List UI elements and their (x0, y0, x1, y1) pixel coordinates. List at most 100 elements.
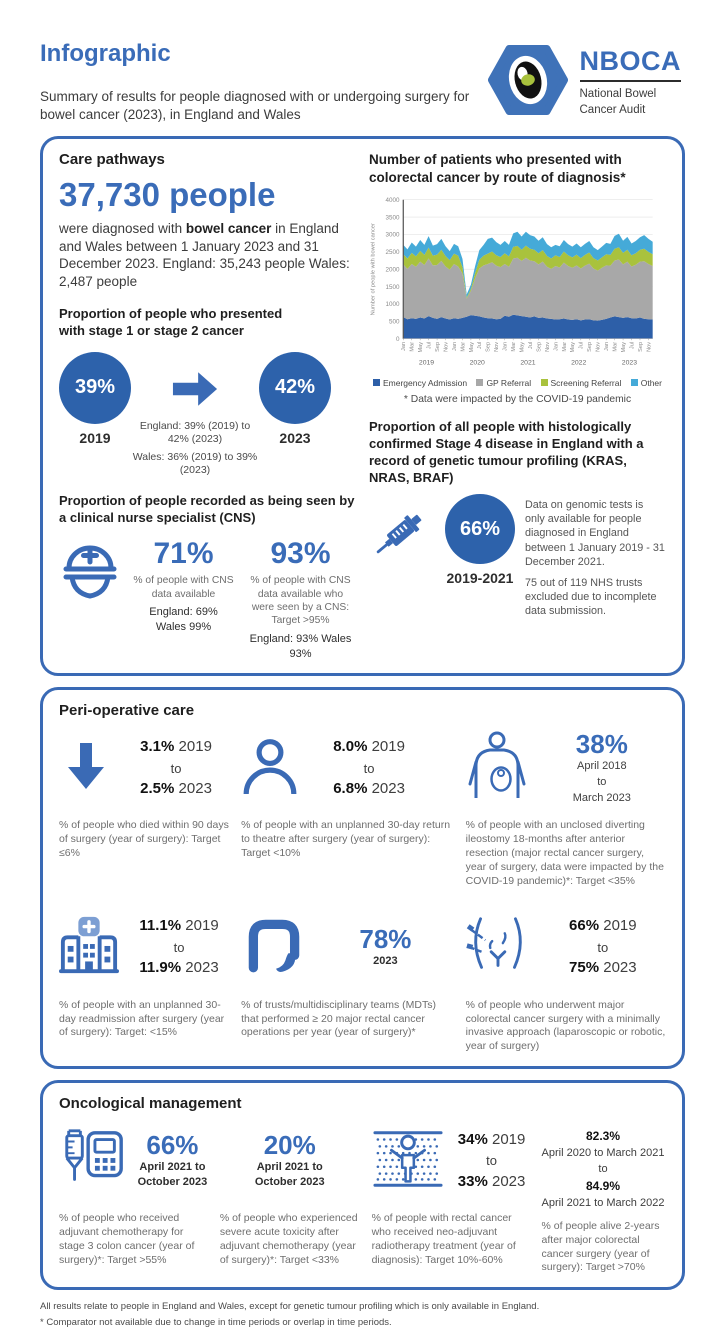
legend-swatch (630, 379, 638, 387)
intro-part1: were diagnosed with (59, 221, 186, 236)
cns-stat-seen: 93% % of people with CNS data available … (246, 537, 355, 661)
stat-year: 2023 (371, 780, 405, 798)
legend-swatch (373, 379, 380, 387)
intro-paragraph: were diagnosed with bowel cancer in Engl… (59, 220, 355, 290)
stat-value: 84.9% (585, 1178, 621, 1193)
stat-value: 11.9% (139, 959, 182, 977)
stat-caption: % of people alive 2-years after major co… (541, 1219, 660, 1274)
stage-comparison: 39% 2019 England: 39% (2019) to 42% (202… (59, 351, 355, 478)
svg-text:2019: 2019 (419, 359, 434, 366)
stat-value: 3.1% (140, 738, 175, 756)
footer-line1: All results relate to people in England … (40, 1301, 540, 1313)
svg-text:3000: 3000 (386, 232, 400, 239)
svg-text:Mar: Mar (511, 342, 517, 352)
stat-year: 2019 (491, 1130, 526, 1148)
chart-legend: Emergency Admission GP Referral Screening … (369, 378, 666, 388)
stat-value: 8.0% (333, 738, 368, 756)
stat-value: 82.3% (585, 1129, 621, 1144)
stat-year: 2023 (178, 780, 212, 798)
cns-detail-wales: Wales 99% (155, 620, 212, 633)
peri-operative-card: Peri-operative care 3.1% 2019 to 2.5% 20… (40, 687, 685, 1070)
stage4-note2: 75 out of 119 NHS trusts excluded due to… (525, 576, 657, 617)
care-pathways-title: Care pathways (59, 151, 165, 168)
stat-period-to: April 2021 to March 2022 (541, 1196, 665, 1209)
cns-detail-england: England: 69% (149, 606, 218, 618)
stage-to-year: 2023 (279, 429, 311, 446)
oncological-title: Oncological management (59, 1095, 242, 1113)
chart-footnote: * Data were impacted by the COVID-19 pan… (403, 393, 632, 405)
stat-conj: to (597, 939, 609, 955)
stage-arrow-block: England: 39% (2019) to 42% (2023) Wales:… (131, 352, 259, 478)
svg-text:May: May (519, 342, 525, 353)
down-arrow-icon (59, 737, 113, 800)
intro-bold: bowel cancer (185, 221, 272, 236)
svg-text:2021: 2021 (520, 359, 535, 366)
nboca-hexagon-icon (487, 40, 568, 125)
svg-text:Sep: Sep (486, 342, 492, 352)
right-arrow-icon (165, 368, 225, 415)
stage4-row: 66% 2019-2021 Data on genomic tests is o… (369, 494, 666, 617)
care-pathways-right: Number of patients who presented with co… (355, 151, 666, 661)
svg-text:2020: 2020 (470, 359, 485, 366)
route-of-diagnosis-chart: 0 500 1000 1500 2000 2500 3000 3500 4000 Jan Mar Ma… (369, 194, 666, 405)
stage4-notes: Data on genomic tests is only available … (525, 494, 666, 617)
stat-big-value: 78% (359, 924, 412, 955)
stat-caption: % of people who died within 90 days of s… (59, 819, 229, 860)
svg-text:0: 0 (396, 336, 400, 343)
header: Infographic Summary of results for peopl… (40, 40, 685, 125)
svg-text:Jan: Jan (401, 342, 407, 351)
stage-note-england: England: 39% (2019) to 42% (2023) (139, 419, 251, 446)
svg-text:3500: 3500 (386, 214, 400, 221)
legend-swatch (476, 379, 484, 387)
stat-year: 2019 (603, 917, 637, 935)
nurse-icon (59, 537, 121, 608)
svg-text:Jul: Jul (579, 342, 585, 349)
stat-unclosed-ileostomy: 38% April 2018 to March 2023 % of people… (466, 725, 666, 888)
stat-year: 2023 (603, 959, 637, 977)
stat-conj: to (170, 760, 182, 776)
headline-number: 37,730 people (59, 176, 276, 213)
stat-adjuvant-chemotherapy: 66% April 2021 to October 2023 % of peop… (59, 1118, 220, 1275)
oncological-card: Oncological management (40, 1080, 685, 1291)
svg-text:1000: 1000 (386, 301, 400, 308)
stat-acute-toxicity: 20% April 2021 to October 2023 % of peop… (220, 1118, 372, 1275)
laparoscopy-abdomen-icon (465, 915, 530, 980)
stat-year: 2023 (491, 1172, 526, 1190)
stage-from-year: 2019 (79, 429, 111, 446)
stat-caption: % of trusts/multidisciplinary teams (MDT… (241, 998, 436, 1039)
stage-from-circle: 39% (59, 351, 131, 424)
stat-value: 2.5% (140, 780, 175, 798)
stage-to: 42% 2023 (259, 351, 331, 446)
stat-period-line1: April 2021 to (256, 1160, 323, 1173)
svg-text:Nov: Nov (494, 342, 500, 352)
svg-text:Nov: Nov (646, 342, 652, 352)
svg-text:Jan: Jan (452, 342, 458, 351)
stat-value: 75% (569, 959, 600, 977)
svg-text:Sep: Sep (587, 342, 593, 352)
cns-seen-detail: England: 93% Wales 93% (249, 632, 352, 660)
svg-text:1500: 1500 (386, 284, 400, 291)
page-subtitle: Summary of results for people diagnosed … (40, 89, 470, 123)
stage-from: 39% 2019 (59, 351, 131, 446)
stat-readmission: 11.1% 2019 to 11.9% 2023 % of people wit… (59, 905, 241, 1054)
care-pathways-card: Care pathways 37,730 people were diagnos… (40, 136, 685, 677)
stat-conj: to (597, 775, 607, 788)
stat-conj: to (173, 939, 185, 955)
cns-availability-caption: % of people with CNS data available (133, 575, 234, 600)
peri-operative-title: Peri-operative care (59, 702, 195, 720)
svg-text:Jul: Jul (477, 342, 483, 349)
legend-label: Other (640, 377, 662, 388)
stat-neoadjuvant-radiotherapy: 34% 2019 to 33% 2023 % of people with re… (372, 1118, 542, 1275)
stat-return-to-theatre: 8.0% 2019 to 6.8% 2023 % of people with … (241, 725, 466, 888)
stat-caption: % of people with an unplanned 30-day ret… (241, 819, 451, 860)
stage4-heading: Proportion of all people with histologic… (369, 418, 644, 485)
stat-year: 2023 (185, 959, 219, 977)
svg-text:Jul: Jul (629, 342, 635, 349)
svg-text:2500: 2500 (386, 249, 400, 256)
svg-text:500: 500 (389, 319, 400, 326)
svg-text:Mar: Mar (410, 342, 416, 352)
legend-label: Screening Referral (550, 377, 622, 388)
stat-2-year-survival: 82.3% April 2020 to March 2021 to 84.9% … (542, 1118, 666, 1275)
cns-stat-availability: 71% % of people with CNS data available … (129, 537, 238, 634)
stat-value: 11.1% (139, 917, 182, 935)
